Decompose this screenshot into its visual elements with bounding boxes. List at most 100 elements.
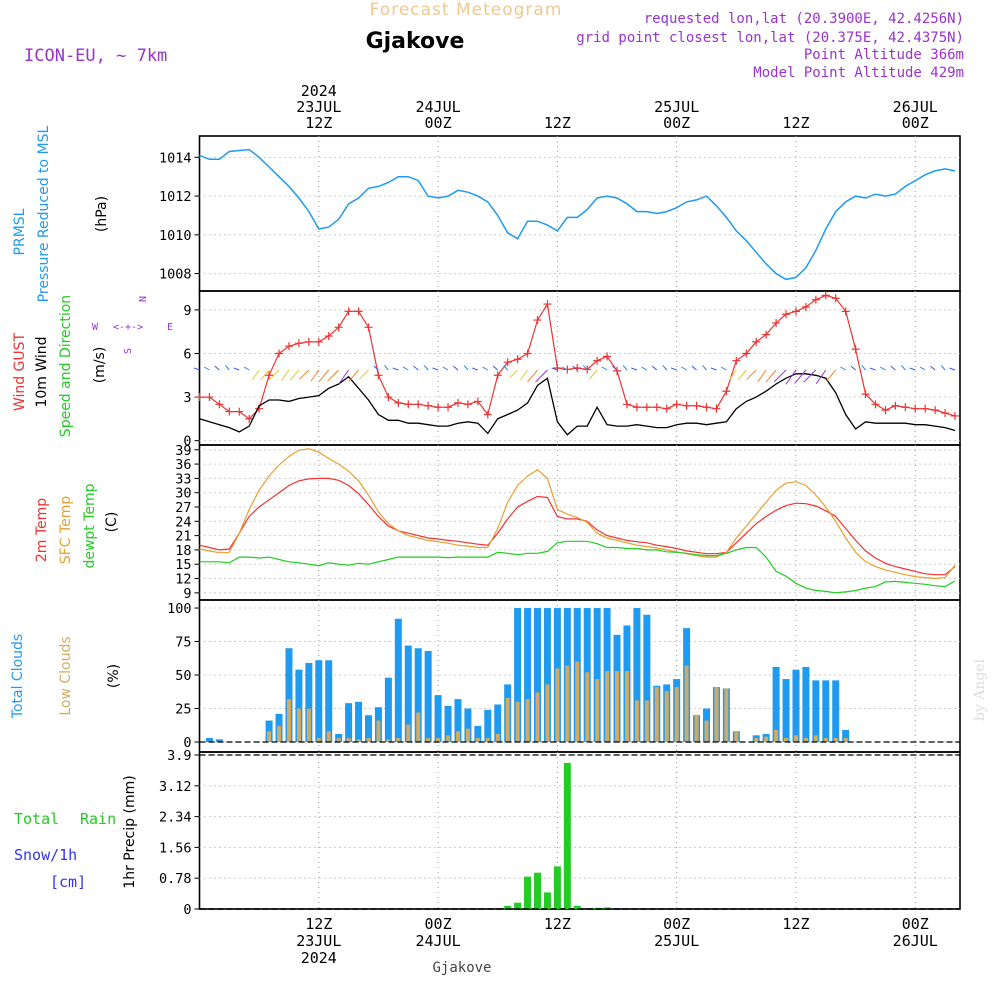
low-cloud-bar [595,679,600,742]
clouds-label-low: Low Clouds [58,636,74,715]
gust-marker [712,404,721,413]
low-cloud-bar [654,687,659,742]
wind-dir-arrow [318,369,330,382]
wind-ytick-label: 9 [183,303,191,319]
total-cloud-bar [474,725,482,742]
gust-marker [652,403,661,412]
wind-dir-arrow [492,365,499,371]
gust-marker [543,300,552,309]
low-cloud-bar [674,687,679,742]
header-gridpoint: grid point closest lon,lat (20.375E, 42.… [576,30,964,46]
total-cloud-bar [812,680,820,742]
low-cloud-bar [605,671,610,742]
total-cloud-bar [643,614,651,742]
gust-marker [931,406,940,415]
wind-dir-arrow [582,365,588,371]
gust-marker [394,398,403,407]
wind-dir-arrow [327,369,340,382]
gust-marker [861,390,870,399]
wind-dir-arrow [384,365,389,371]
low-cloud-bar [803,737,808,742]
pressure-ytick-label: 1012 [159,189,192,205]
wind-dir-arrow [519,369,528,381]
wind-dir-arrow [651,365,658,371]
pressure-line [199,148,956,281]
total-cloud-bar [782,679,790,742]
low-cloud-bar [754,737,759,742]
bottom-time-label: 2024 [301,949,337,967]
low-cloud-bar [426,737,431,742]
wind-ytick-label: 0 [183,434,191,450]
wind-dir-arrow [601,366,608,371]
wind-dir-arrow [773,369,787,383]
precip-ytick-label: 1.56 [159,840,192,856]
wind-dir-arrow [794,369,807,384]
wind-dir-arrow [392,367,399,371]
temp-ytick-label: 24 [175,514,191,530]
total-cloud-bar [593,608,601,742]
gust-marker [374,371,383,380]
wind-dir-arrow [503,365,509,371]
low-cloud-bar [455,731,460,742]
gust-marker [901,403,910,412]
wind-dir-arrow [641,366,648,371]
clouds-label-total: Total Clouds [10,634,26,719]
low-cloud-bar [644,700,649,742]
temp-unit: (C) [104,512,120,533]
wind-dir-arrow [243,366,250,371]
low-cloud-bar [774,729,779,742]
header-requested: requested lon,lat (20.3900E, 42.4256N) [644,11,964,27]
gust-marker [613,366,622,375]
wind-dir-arrow [949,367,956,371]
low-cloud-bar [286,699,291,742]
tsfc-line [199,448,956,580]
gust-marker [344,307,353,316]
clouds-ytick-label: 75 [175,635,191,651]
temp-frame [198,444,961,601]
wind-dir-arrow [281,369,290,381]
gust-marker [871,400,880,409]
gust-marker [821,291,830,300]
gust-marker [911,404,920,413]
wind-dir-arrow [879,366,886,371]
total-cloud-bar [434,695,442,742]
header-title: Forecast Meteogram [370,0,563,20]
bottom-time-label: 00Z [663,915,690,933]
low-cloud-bar [813,735,818,742]
wind-dir-arrow [803,369,817,383]
gust-marker [841,307,850,316]
gust-marker [324,332,333,341]
wind-dir-arrow [737,369,747,381]
top-time-label: 00Z [902,114,929,132]
gust-marker [782,310,791,319]
wind-dir-arrow [442,366,449,371]
compass-south: S [123,348,134,354]
rain-bar [553,866,561,909]
total-cloud-bar [295,669,303,742]
total-cloud-bar [404,645,412,742]
rain-bar [543,892,551,909]
pressure-frame [198,135,961,292]
gust-marker [622,400,631,409]
low-cloud-bar [764,736,769,742]
wind-dir-arrow [310,369,320,382]
top-time-label: 26JUL [893,98,938,116]
wind-dir-arrow [572,365,578,371]
temp-ytick-label: 39 [175,443,191,459]
total-cloud-bar [842,729,850,742]
wind-dir-arrow [861,365,866,371]
total-cloud-bar [394,618,402,742]
gust-marker [314,337,323,346]
wind-dir-arrow [919,366,926,371]
low-cloud-bar [326,731,331,742]
precip-ytick-label: 0 [183,902,191,918]
bottom-time-label: 25JUL [654,932,699,950]
gust-marker [424,401,433,410]
wind-dir-arrow [850,365,856,371]
compass-west: W [92,322,99,333]
total-cloud-bar [494,704,502,742]
low-cloud-bar [366,737,371,742]
temp-ytick-label: 36 [175,457,191,473]
compass-east: E [167,322,173,333]
gust-marker [831,294,840,303]
